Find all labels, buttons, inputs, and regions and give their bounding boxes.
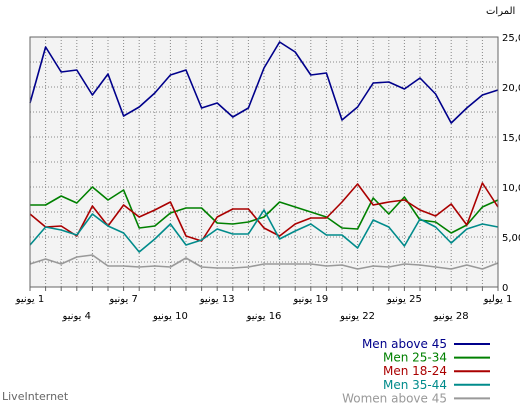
x-tick-label: 16 يونيو xyxy=(246,311,282,322)
x-tick-label: 22 يونيو xyxy=(339,311,375,322)
y-tick-label: 20,000 xyxy=(502,83,520,94)
series-line xyxy=(29,254,499,270)
legend-label: Men above 45 xyxy=(362,337,447,351)
x-tick-label: 1 يوليو xyxy=(483,294,513,305)
legend-label: Women above 45 xyxy=(342,391,447,405)
x-ticks xyxy=(29,287,499,291)
y-tick-label: 5,000 xyxy=(502,233,520,244)
series-line xyxy=(29,41,499,124)
x-tick-label: 1 يونيو xyxy=(15,294,44,305)
x-tick-labels: 1 يوليو 25 يونيو 19 يونيو 13 يونيو 7 يونيو 1 … xyxy=(15,294,513,322)
legend-label: Men 25-34 xyxy=(383,351,447,365)
credit-text: LiveInternet xyxy=(2,390,69,403)
x-tick-label: 19 يونيو xyxy=(292,294,328,305)
y-tick-label: 25,000 xyxy=(502,33,520,44)
x-tick-label: 25 يونيو xyxy=(386,294,422,305)
series-lines xyxy=(29,41,499,270)
x-tick-label: 4 يونيو xyxy=(62,311,91,322)
y-axis-label: المرات xyxy=(486,6,515,17)
x-tick-label: 13 يونيو xyxy=(199,294,235,305)
x-tick-label: 10 يونيو xyxy=(152,311,188,322)
series-line xyxy=(29,209,499,253)
legend-label: Men 35-44 xyxy=(383,378,447,392)
plot-frame xyxy=(29,36,499,288)
x-tick-label: 28 يونيو xyxy=(433,311,469,322)
legend-label: Men 18-24 xyxy=(383,364,447,378)
y-tick-label: 0 xyxy=(502,283,508,294)
y-tick-labels: 0 5,000 10,000 15,000 20,000 25,000 xyxy=(502,33,520,294)
y-tick-label: 10,000 xyxy=(502,183,520,194)
y-tick-label: 15,000 xyxy=(502,133,520,144)
x-tick-label: 7 يونيو xyxy=(108,294,137,305)
grid xyxy=(30,37,498,287)
